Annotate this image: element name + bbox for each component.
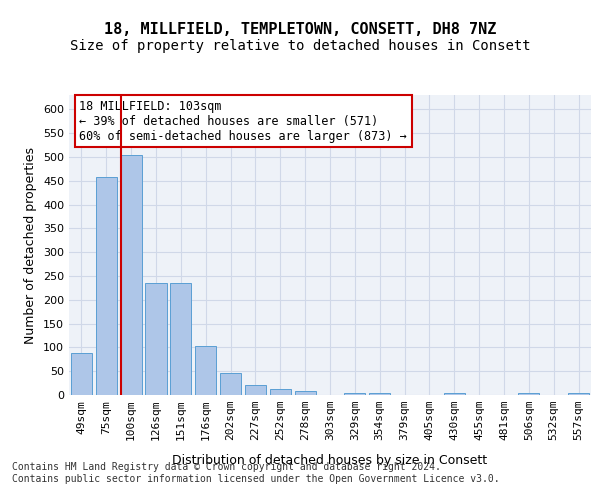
- Y-axis label: Number of detached properties: Number of detached properties: [25, 146, 37, 344]
- Text: Size of property relative to detached houses in Consett: Size of property relative to detached ho…: [70, 39, 530, 53]
- Bar: [96, 177, 117, 395]
- Text: Contains HM Land Registry data © Crown copyright and database right 2024.
Contai: Contains HM Land Registry data © Crown c…: [12, 462, 500, 484]
- Bar: [195, 346, 216, 395]
- Bar: [270, 389, 291, 395]
- Text: 18, MILLFIELD, TEMPLETOWN, CONSETT, DH8 7NZ: 18, MILLFIELD, TEMPLETOWN, CONSETT, DH8 …: [104, 22, 496, 38]
- Bar: [71, 352, 92, 395]
- X-axis label: Distribution of detached houses by size in Consett: Distribution of detached houses by size …: [172, 454, 488, 467]
- Text: 18 MILLFIELD: 103sqm
← 39% of detached houses are smaller (571)
60% of semi-deta: 18 MILLFIELD: 103sqm ← 39% of detached h…: [79, 100, 407, 142]
- Bar: [145, 282, 167, 395]
- Bar: [369, 392, 390, 395]
- Bar: [518, 392, 539, 395]
- Bar: [220, 372, 241, 395]
- Bar: [344, 392, 365, 395]
- Bar: [295, 391, 316, 395]
- Bar: [568, 392, 589, 395]
- Bar: [444, 392, 465, 395]
- Bar: [121, 156, 142, 395]
- Bar: [245, 386, 266, 395]
- Bar: [170, 282, 191, 395]
